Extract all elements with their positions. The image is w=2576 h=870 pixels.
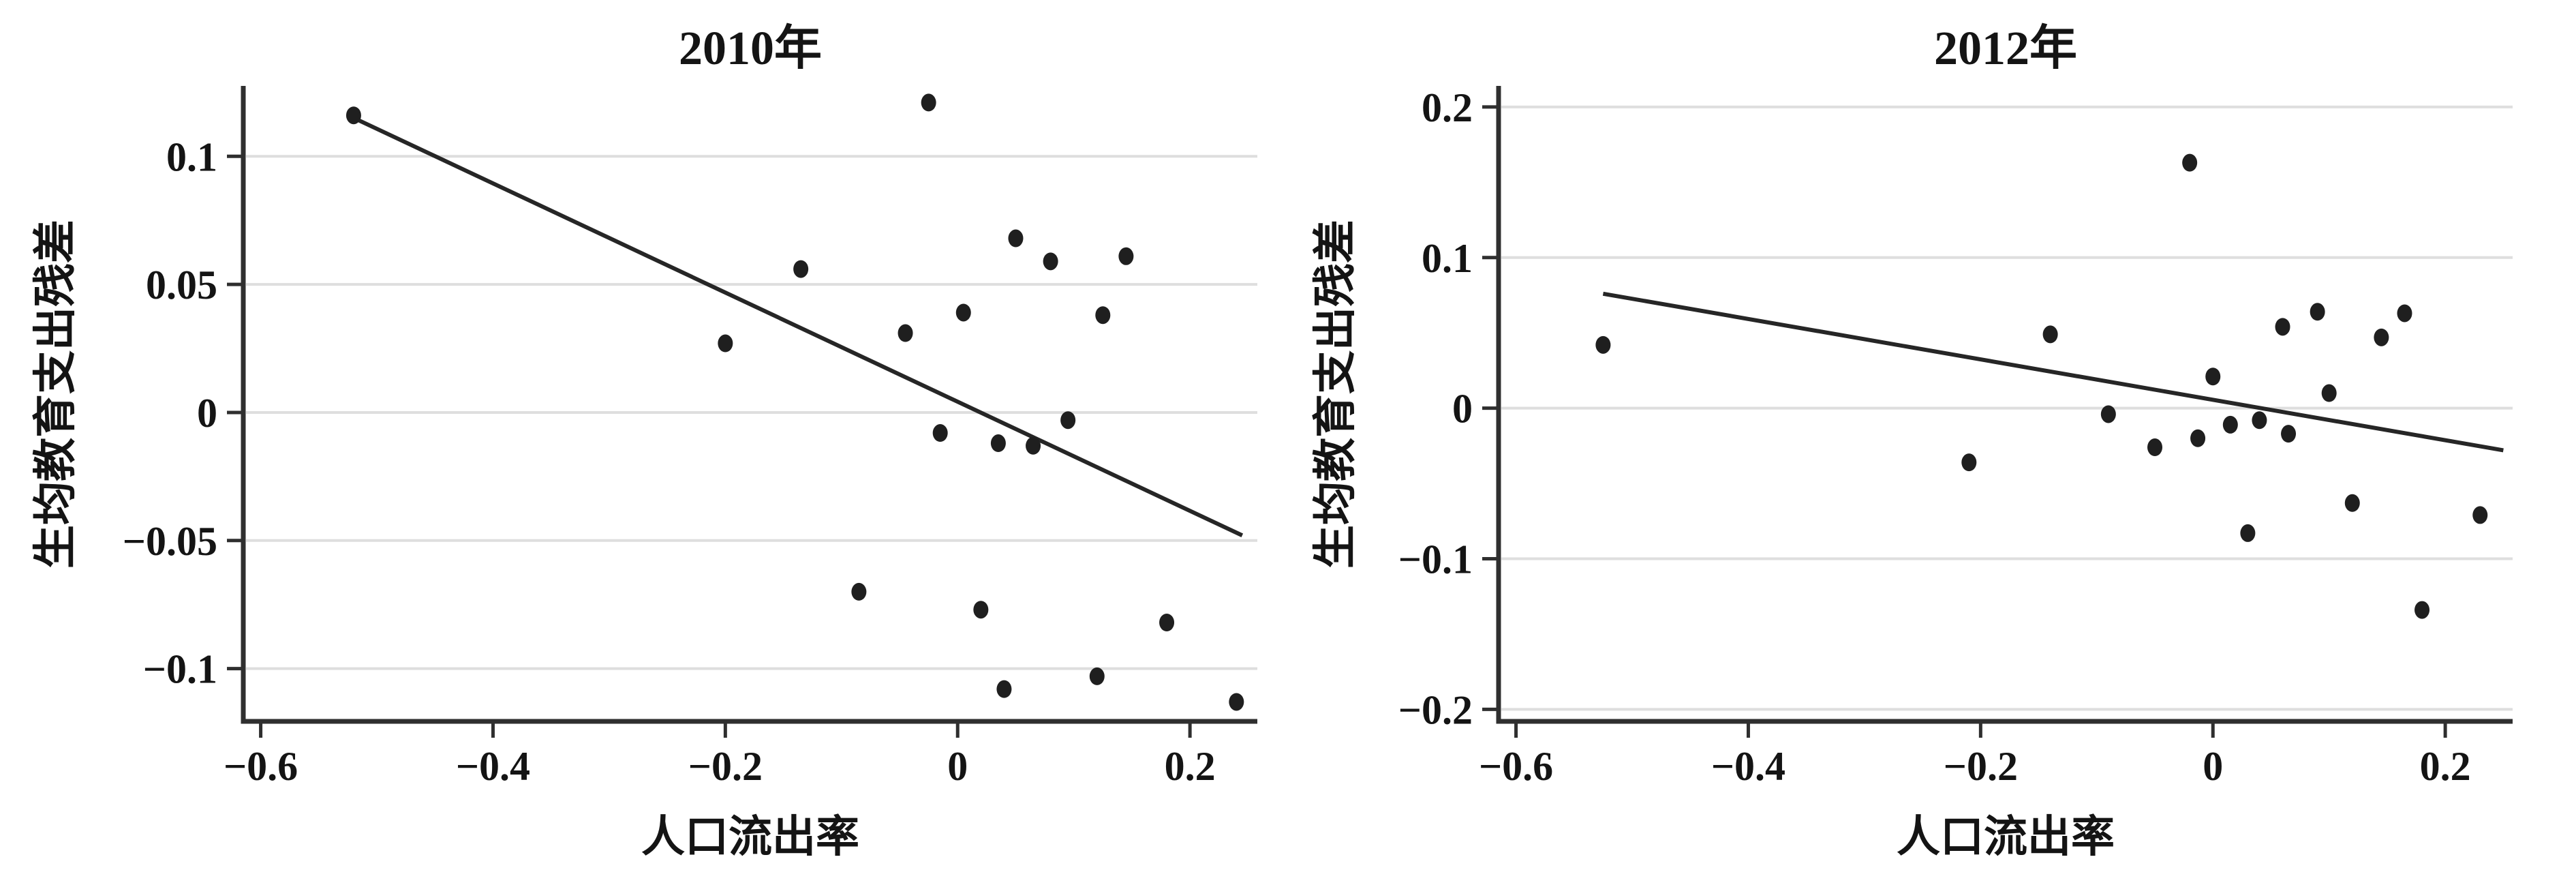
data-point [2252, 411, 2267, 430]
data-point [2472, 506, 2488, 524]
data-point [1118, 247, 1134, 265]
y-tick-label: −0.1 [1398, 537, 1473, 582]
data-point [996, 680, 1012, 698]
data-point [1026, 436, 1041, 455]
data-point [1043, 252, 1058, 271]
chart-title-2010: 2010年 [679, 22, 822, 75]
data-point [346, 106, 361, 125]
x-axis-title-2012: 人口流出率 [1897, 813, 2115, 861]
y-tick-label: 0.1 [1422, 236, 1473, 281]
data-point [2344, 494, 2360, 512]
data-point [990, 434, 1006, 453]
data-point [1060, 411, 1076, 430]
trend-line [1602, 291, 2504, 453]
data-point [2042, 325, 2058, 344]
data-point [718, 334, 733, 352]
x-tick-label: 0.2 [1165, 744, 1216, 789]
data-point [1961, 453, 1977, 472]
y-axis-title-2010: 生均教育支出残差 [31, 220, 80, 569]
data-point [2281, 425, 2297, 443]
data-point [851, 582, 867, 601]
y-tick-label: −0.1 [143, 647, 217, 692]
x-tick-label: −0.4 [456, 744, 530, 789]
chart-title-2012: 2012年 [1934, 22, 2077, 75]
data-point [2222, 415, 2238, 434]
data-point [898, 324, 913, 342]
y-tick-label: 0.2 [1422, 85, 1473, 130]
y-tick-label: 0.1 [166, 134, 217, 179]
data-point [2100, 405, 2116, 423]
data-point [2397, 304, 2412, 322]
data-point [2190, 429, 2206, 447]
x-tick-label: −0.6 [1479, 744, 1553, 789]
y-tick-label: 0.05 [146, 262, 217, 308]
x-tick-label: −0.6 [224, 744, 298, 789]
data-point [921, 93, 936, 112]
trend-line [352, 116, 1244, 537]
x-tick-label: 0.2 [2420, 744, 2471, 789]
x-tick-label: −0.4 [1711, 744, 1785, 789]
data-point [2205, 368, 2221, 386]
data-point [793, 260, 809, 278]
y-tick-label: 0 [197, 391, 217, 436]
x-tick-label: −0.2 [688, 744, 763, 789]
data-point [1159, 613, 1175, 631]
data-point [955, 303, 971, 322]
data-point [2374, 328, 2389, 346]
y-tick-label: 0 [1452, 387, 1473, 432]
y-tick-label: −0.05 [123, 519, 217, 564]
data-point [1595, 335, 1611, 354]
data-point [2414, 601, 2430, 619]
data-point [2147, 438, 2163, 457]
data-point [1229, 693, 1244, 711]
data-point [2310, 303, 2325, 321]
data-point [1008, 229, 1024, 247]
data-point [2275, 318, 2290, 336]
data-point [2240, 524, 2256, 542]
data-point [973, 601, 989, 619]
x-tick-label: −0.2 [1944, 744, 2018, 789]
data-point [932, 424, 948, 442]
x-tick-label: 0 [947, 744, 968, 789]
data-point [1089, 667, 1105, 685]
data-point [1095, 306, 1111, 325]
data-point [2182, 153, 2198, 172]
y-tick-label: −0.2 [1398, 687, 1473, 732]
x-tick-label: 0 [2203, 744, 2223, 789]
data-point [2321, 384, 2337, 402]
x-axis-title-2010: 人口流出率 [641, 813, 859, 861]
y-axis-title-2012: 生均教育支出残差 [1311, 220, 1360, 569]
